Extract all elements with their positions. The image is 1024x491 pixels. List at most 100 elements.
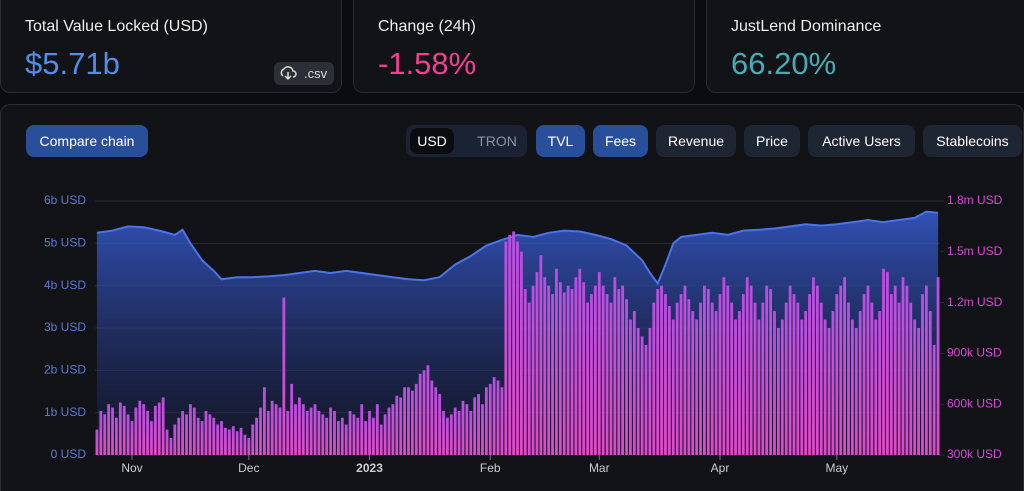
bar: [874, 319, 878, 455]
bar: [438, 394, 442, 455]
bar: [574, 277, 578, 455]
bar: [336, 421, 340, 455]
bar: [695, 319, 699, 455]
bar: [722, 277, 726, 455]
y-tick-label: 2b USD: [44, 363, 86, 377]
bar: [150, 421, 153, 455]
bar: [457, 410, 461, 455]
bar: [866, 285, 870, 455]
metric-button[interactable]: Stablecoins: [923, 125, 1022, 157]
bar: [749, 285, 753, 455]
bar: [446, 417, 449, 455]
bar: [309, 407, 313, 455]
y2-tick-label: 900k USD: [947, 346, 1002, 360]
bar: [726, 285, 730, 455]
metric-button[interactable]: Fees: [593, 125, 648, 157]
x-tick-label: Nov: [121, 461, 142, 475]
bar: [734, 319, 737, 455]
bar: [886, 272, 889, 455]
bar: [893, 285, 897, 455]
card-value: -1.58%: [378, 46, 477, 81]
bar: [671, 319, 675, 455]
bar: [313, 404, 317, 455]
metric-button[interactable]: Active Users: [808, 125, 915, 157]
bar: [928, 311, 932, 455]
bar: [706, 289, 710, 455]
bar: [111, 407, 114, 455]
bar: [329, 407, 332, 455]
bar: [403, 387, 406, 455]
bar: [418, 373, 422, 455]
bar: [126, 414, 130, 455]
bar: [543, 277, 547, 455]
bar: [780, 319, 784, 455]
bar: [461, 400, 465, 455]
currency-option[interactable]: TRON: [477, 133, 517, 149]
bar: [862, 294, 866, 455]
bar: [527, 302, 531, 455]
bar: [434, 387, 438, 455]
metric-button[interactable]: Revenue: [656, 125, 736, 157]
bar: [562, 292, 566, 455]
y-tick-label: 5b USD: [44, 236, 86, 250]
y-tick-label: 6b USD: [44, 193, 86, 207]
card-label: JustLend Dominance: [731, 18, 882, 35]
x-tick-label: Mar: [589, 461, 610, 475]
bar: [407, 387, 410, 455]
bar: [465, 404, 469, 455]
x-tick-label: May: [825, 461, 848, 475]
csv-label: .csv: [304, 66, 328, 81]
bar: [107, 404, 111, 455]
bar: [317, 410, 321, 455]
bar: [227, 429, 231, 455]
bar: [687, 299, 691, 455]
bar: [843, 277, 846, 455]
bar: [776, 328, 780, 455]
bar: [519, 251, 523, 455]
bar: [878, 311, 882, 455]
y-tick-label: 3b USD: [44, 320, 86, 334]
bar: [192, 407, 196, 455]
bar: [699, 302, 702, 455]
bar: [161, 397, 165, 455]
compare-button[interactable]: Compare chain: [26, 125, 148, 157]
bar: [196, 417, 200, 455]
bar: [99, 410, 103, 455]
bar: [220, 421, 223, 455]
y-tick-label: 1b USD: [44, 405, 86, 419]
bar: [142, 404, 146, 455]
bar: [621, 285, 625, 455]
y-tick-label: 0 USD: [51, 447, 87, 461]
bar: [379, 424, 383, 455]
bar: [372, 417, 375, 455]
bar: [531, 285, 535, 455]
bar: [251, 424, 255, 455]
bar: [901, 277, 905, 455]
card-value: 66.20%: [731, 46, 837, 81]
card-label: Change (24h): [378, 18, 476, 35]
bar: [753, 302, 757, 455]
bar: [516, 241, 519, 455]
bar: [792, 294, 796, 455]
currency-option[interactable]: USD: [410, 128, 454, 154]
metric-button[interactable]: TVL: [536, 125, 585, 157]
bar: [231, 426, 235, 455]
bar: [773, 311, 776, 455]
y2-tick-label: 1.2m USD: [947, 295, 1003, 309]
metric-button[interactable]: Price: [744, 125, 800, 157]
bar: [632, 311, 636, 455]
csv-button[interactable]: .csv: [274, 62, 334, 85]
bar: [660, 285, 663, 455]
bar: [819, 302, 823, 455]
bar: [410, 390, 414, 455]
bar: [204, 410, 208, 455]
bar: [882, 268, 885, 455]
bar: [348, 410, 352, 455]
bar: [469, 410, 473, 455]
bar: [387, 407, 391, 455]
bar: [558, 282, 562, 455]
card-label: Total Value Locked (USD): [25, 18, 208, 35]
bar: [181, 410, 185, 455]
bar: [138, 400, 142, 455]
bar: [103, 414, 107, 455]
